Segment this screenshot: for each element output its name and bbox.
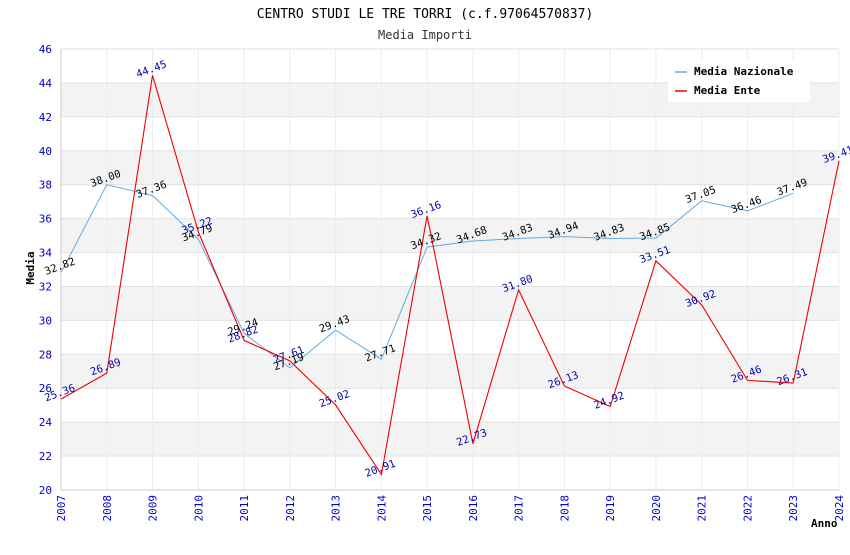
grid-band [61,218,839,253]
chart-subtitle: Media Importi [378,28,472,42]
x-tick-label: 2013 [330,495,343,522]
x-tick-label: 2015 [421,495,434,522]
y-tick-label: 26 [39,382,52,395]
x-tick-label: 2019 [604,495,617,522]
x-tick-label: 2023 [787,495,800,522]
y-tick-label: 40 [39,145,52,158]
x-tick-label: 2022 [741,495,754,522]
x-tick-label: 2009 [147,495,160,522]
axes [60,49,839,491]
legend-box [668,60,810,102]
x-tick-labels: 2007 2008 2009 2010 2011 2012 2013 2014 2015 2016… [55,495,846,522]
chart-title: CENTRO STUDI LE TRE TORRI (c.f.970645708… [257,7,594,22]
y-axis-label: Media [24,251,37,284]
y-tick-label: 38 [39,179,52,192]
x-tick-label: 2007 [55,495,68,522]
x-tick-label: 2011 [238,495,251,522]
grid-band [61,184,839,219]
grid-band [61,150,839,185]
grid-band [61,422,839,457]
x-tick-label: 2017 [513,495,526,522]
x-tick-label: 2008 [101,495,114,522]
y-tick-label: 22 [39,450,52,463]
y-tick-label: 32 [39,280,52,293]
grid-band [61,354,839,389]
y-tick-label: 24 [39,416,53,429]
x-tick-label: 2018 [558,495,571,522]
series-lines [60,75,840,477]
x-tick-label: 2021 [696,495,709,522]
x-tick-label: 2016 [467,495,480,522]
y-tick-label: 36 [39,213,52,226]
grid-band [61,320,839,355]
x-tick-label: 2020 [650,495,663,522]
grid-band [61,252,839,287]
y-tick-label: 28 [39,348,52,361]
series-line-media-nazionale [60,184,794,369]
legend-item-media-ente: Media Ente [694,84,761,97]
y-tick-labels: 20 22 24 26 28 30 32 34 36 38 40 42 44 46 [39,43,53,497]
x-axis-label: Anno [811,517,838,530]
legend-item-media-nazionale: Media Nazionale [694,65,794,78]
x-tick-label: 2012 [284,495,297,522]
y-tick-label: 30 [39,314,52,327]
x-tick-label: 2014 [375,495,388,522]
grid-bands [60,48,840,491]
y-tick-label: 44 [39,77,53,90]
grid-band [61,286,839,321]
y-tick-label: 20 [39,484,52,497]
y-tick-label: 42 [39,111,52,124]
grid-band [61,456,839,490]
series-line-media-ente [60,75,840,477]
y-tick-label: 46 [39,43,52,56]
grid-band [61,116,839,151]
legend: Media Nazionale Media Ente [668,60,810,102]
x-tick-label: 2010 [192,495,205,522]
grid-band [61,388,839,423]
y-tick-label: 34 [39,247,53,260]
x-tick-label: 2024 [833,495,846,522]
